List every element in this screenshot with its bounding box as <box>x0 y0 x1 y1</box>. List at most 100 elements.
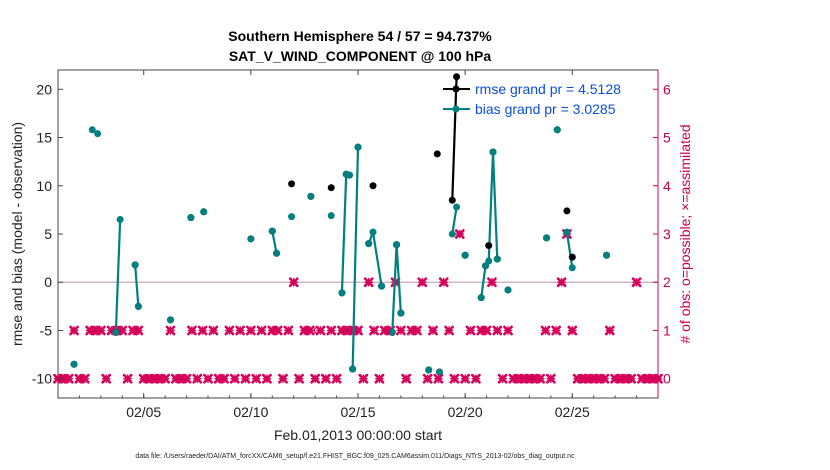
obs-count-marker <box>567 325 578 336</box>
y2-axis-label: # of obs: o=possible; ×=assimilated <box>677 124 693 343</box>
obs-count-marker <box>353 325 363 336</box>
bias-point <box>504 286 512 294</box>
obs-count-marker <box>320 373 331 384</box>
bias-point <box>94 130 102 138</box>
bias-point <box>603 251 611 259</box>
rmse-point <box>433 150 441 158</box>
obs-count-marker <box>294 373 304 384</box>
bias-line-segment <box>340 174 348 293</box>
chart-title: Southern Hemisphere 54 / 57 = 94.737% <box>228 28 492 44</box>
bias-point <box>461 251 469 259</box>
bias-point <box>563 228 571 236</box>
obs-count-marker <box>229 373 240 384</box>
x-tick-label: 02/10 <box>233 404 268 420</box>
rmse-point <box>563 207 571 215</box>
obs-count-marker <box>224 325 235 336</box>
bias-point <box>247 235 255 243</box>
obs-count-marker <box>256 325 267 336</box>
obs-count-marker <box>626 373 637 384</box>
bias-point <box>134 302 142 310</box>
bias-point <box>453 203 461 211</box>
obs-count-marker <box>449 373 460 384</box>
bias-point <box>273 249 281 257</box>
y2-axis-ticks: 0 1 2 3 4 5 6 <box>653 70 671 398</box>
bias-point <box>131 261 139 269</box>
bias-point <box>553 126 561 134</box>
bias-point <box>493 255 501 263</box>
bias-point <box>327 212 335 220</box>
obs-count-marker <box>604 325 615 336</box>
y-axis-label: rmse and bias (model - observation) <box>9 122 25 346</box>
rmse-point <box>369 182 377 190</box>
obs-count-marker <box>444 325 454 336</box>
obs-count-marker <box>481 325 492 336</box>
bias-line-segment <box>271 230 278 254</box>
x-axis-label: Feb.01,2013 00:00:00 start <box>274 427 442 443</box>
bias-point <box>307 192 315 200</box>
obs-count-marker <box>358 373 369 384</box>
y2-tick-label: 0 <box>663 371 671 387</box>
obs-count-marker <box>187 325 197 336</box>
bias-point <box>477 294 485 302</box>
obs-count-marker <box>363 277 374 288</box>
bias-line-segment <box>351 147 360 370</box>
legend-rmse-marker <box>452 85 460 93</box>
rmse-point <box>453 73 461 81</box>
chart-subtitle: SAT_V_WIND_COMPONENT @ 100 hPa <box>229 48 492 64</box>
bias-point <box>268 227 276 235</box>
x-tick-label: 02/25 <box>555 404 590 420</box>
obs-count-marker <box>283 325 294 336</box>
bias-point <box>349 365 357 373</box>
obs-count-marker <box>497 373 508 384</box>
bias-line-segment <box>114 219 122 333</box>
y-tick-label: 20 <box>36 81 52 97</box>
y-tick-label: 10 <box>36 178 52 194</box>
plot-area <box>57 69 659 399</box>
obs-count-marker <box>197 325 208 336</box>
obs-count-marker <box>278 373 288 384</box>
obs-count-marker <box>181 373 192 384</box>
bias-point <box>448 230 456 238</box>
obs-count-marker <box>599 373 610 384</box>
y2-tick-label: 3 <box>663 226 671 242</box>
obs-count-marker <box>545 373 556 384</box>
obs-count-marker <box>422 373 433 384</box>
obs-count-marker <box>262 373 272 384</box>
obs-count-marker <box>631 277 642 288</box>
bias-line-segment <box>565 231 574 268</box>
bias-point <box>112 328 120 336</box>
obs-count-marker <box>454 229 465 239</box>
bias-point <box>345 171 353 179</box>
obs-count-marker <box>551 325 562 336</box>
obs-count-marker <box>401 373 412 384</box>
bias-point <box>393 241 401 249</box>
x-tick-label: 02/20 <box>448 404 483 420</box>
obs-count-marker <box>428 325 438 336</box>
obs-count-marker <box>240 373 251 384</box>
y2-tick-label: 5 <box>663 130 671 146</box>
obs-count-marker <box>79 373 90 384</box>
y2-tick-label: 1 <box>663 322 671 338</box>
obs-count-marker <box>160 373 171 384</box>
bias-point <box>369 228 377 236</box>
obs-count-marker <box>433 373 444 384</box>
obs-count-marker <box>395 325 406 336</box>
y-tick-label: 15 <box>36 130 52 146</box>
rmse-point <box>327 184 335 192</box>
obs-count-marker <box>540 325 551 336</box>
rmse-series <box>70 73 611 376</box>
bias-point <box>288 213 296 221</box>
x-tick-label: 02/05 <box>126 404 161 420</box>
obs-count-marker <box>556 277 567 288</box>
bias-point <box>543 234 551 242</box>
bias-point <box>485 257 493 265</box>
rmse-point <box>288 180 296 188</box>
bias-point <box>116 216 124 224</box>
obs-count-marker <box>470 373 481 384</box>
bias-point <box>167 316 174 324</box>
obs-count-marker <box>535 373 546 384</box>
obs-count-marker <box>412 325 422 336</box>
rmse-point <box>485 242 493 250</box>
bias-point <box>338 289 346 297</box>
bias-point <box>397 309 405 317</box>
